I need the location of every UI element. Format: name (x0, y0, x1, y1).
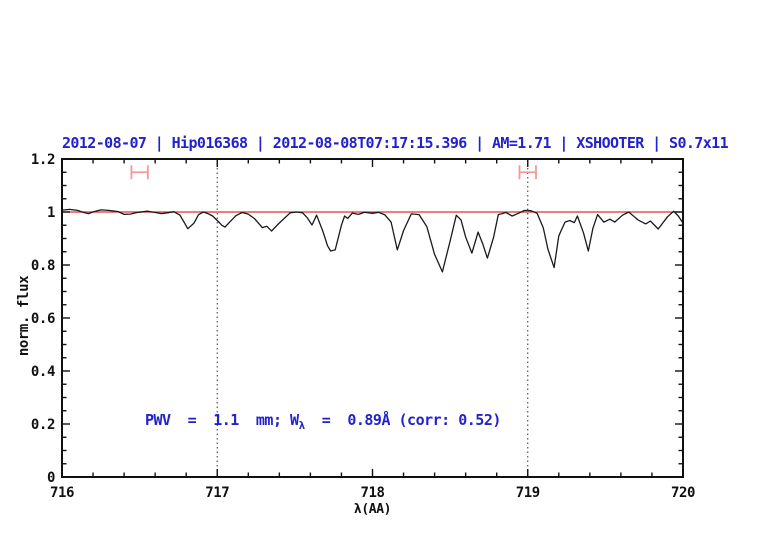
x-tick-label: 718 (360, 485, 384, 501)
band-marker (518, 165, 537, 180)
spectrum-line (61, 208, 684, 273)
y-tick-label: 0.8 (31, 258, 55, 274)
y-tick-label: 0 (47, 470, 55, 486)
pwv-annotation: PWV = 1.1 mm; Wλ = 0.89Å (corr: 0.52) (145, 411, 502, 432)
x-tick-label: 716 (50, 485, 74, 501)
y-axis-label: norm. flux (16, 275, 32, 357)
y-tick-label: 0.4 (31, 364, 55, 380)
pwv-annotation-prefix: PWV = 1.1 mm; W (145, 411, 299, 429)
y-tick-label: 0.2 (31, 417, 55, 433)
plot-frame (61, 158, 684, 478)
pwv-annotation-lambda-subscript: λ (298, 419, 306, 432)
y-tick-label: 1.2 (31, 152, 55, 168)
tick-labels: 716 717 718 719 720 0 0.2 0.4 0.6 0.8 1 1.2 (31, 152, 696, 501)
band-marker (130, 165, 149, 180)
axis-ticks (61, 158, 684, 478)
pwv-annotation-suffix: = 0.89Å (corr: 0.52) (304, 411, 502, 429)
y-tick-label: 1 (47, 205, 55, 221)
x-tick-label: 717 (205, 485, 229, 501)
plot-title: 2012-08-07 | Hip016368 | 2012-08-08T07:1… (62, 134, 729, 152)
x-tick-label: 720 (671, 485, 695, 501)
y-tick-label: 0.6 (31, 311, 55, 327)
x-axis-label: λ(AA) (353, 502, 392, 517)
x-tick-label: 719 (516, 485, 540, 501)
